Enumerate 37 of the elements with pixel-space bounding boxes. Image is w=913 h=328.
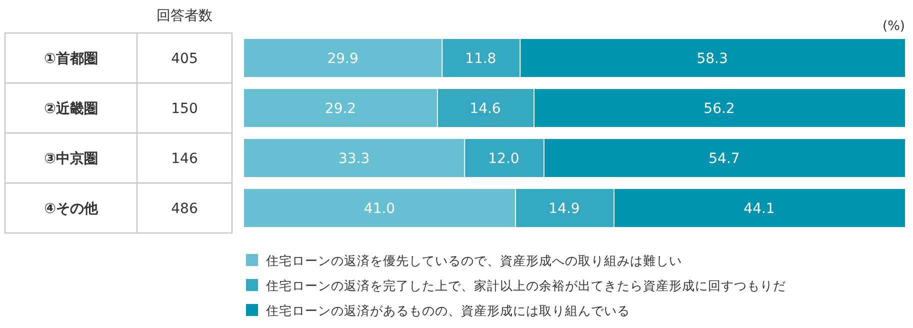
bar	[516, 189, 614, 227]
legend-label: 住宅ローンの返済を完了した上で、家計以上の余裕が出てきたら資産形成に回すつもりだ	[265, 278, 786, 293]
data-label: 56.2	[704, 101, 735, 117]
bar	[244, 139, 464, 177]
data-label: 41.0	[364, 201, 396, 217]
bar	[465, 139, 544, 177]
bar	[520, 39, 905, 77]
data-label: 58.3	[696, 51, 728, 67]
text: 150	[171, 101, 198, 117]
data-label: 11.8	[465, 51, 496, 67]
y-tick-label: ①首都圏	[44, 51, 98, 67]
legend-label: 住宅ローンの返済があるものの、資産形成には取り組んでいる	[265, 303, 630, 318]
data-label: 54.7	[708, 151, 740, 167]
x-axis-title: (%)	[882, 19, 905, 34]
text: 146	[171, 151, 198, 167]
text: 405	[171, 51, 198, 67]
bar	[544, 139, 905, 177]
data-label: 14.9	[548, 201, 580, 217]
data-label: 29.2	[324, 101, 356, 117]
legend-label: 住宅ローンの返済を優先しているので、資産形成への取り組みは難しい	[265, 253, 682, 268]
bar	[614, 189, 905, 227]
data-label: 33.3	[338, 151, 370, 167]
bar	[244, 189, 516, 227]
bar	[244, 39, 442, 77]
y-tick-label: ④その他	[44, 201, 99, 217]
bar	[244, 89, 438, 127]
bar	[534, 89, 905, 127]
text: 回答者数	[156, 8, 212, 24]
y-tick-label: ③中京圏	[44, 150, 98, 167]
data-label: 44.1	[744, 201, 775, 217]
text: 486	[171, 201, 198, 217]
data-label: 14.6	[470, 101, 501, 117]
data-label: 29.9	[327, 51, 358, 67]
data-label: 12.0	[488, 151, 520, 167]
y-tick-label: ②近畿圏	[44, 100, 98, 117]
bar	[442, 39, 520, 77]
bar	[438, 89, 534, 127]
